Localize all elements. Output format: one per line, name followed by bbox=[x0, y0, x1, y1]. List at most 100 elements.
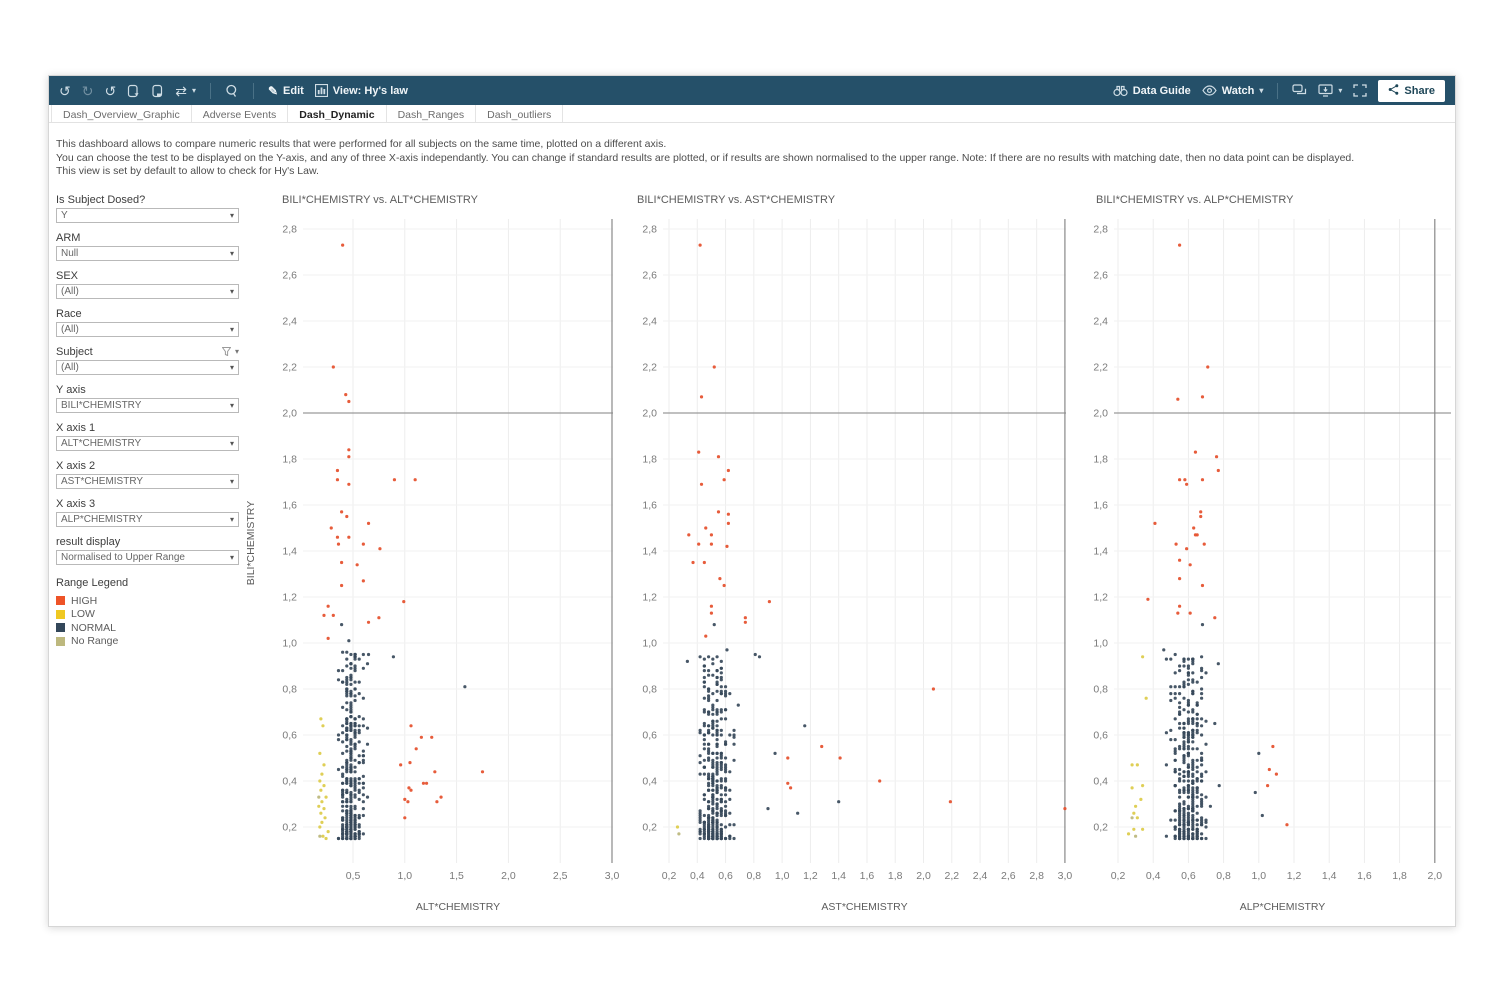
tab-adverse-events[interactable]: Adverse Events bbox=[192, 105, 289, 122]
tab-dash-ranges[interactable]: Dash_Ranges bbox=[387, 105, 477, 122]
filter-label: X axis 2 bbox=[56, 459, 96, 472]
filter-label: ARM bbox=[56, 231, 81, 244]
filter-sidebar: Is Subject Dosed? Y ▾ ARM Null ▾ SEX (All) ▾ Race… bbox=[56, 193, 239, 648]
svg-text:0,4: 0,4 bbox=[690, 870, 705, 882]
svg-text:2,2: 2,2 bbox=[1093, 362, 1108, 374]
dropdown-caret-icon: ▾ bbox=[229, 401, 234, 410]
toolbar: ↺ ↻ ↺ ⇄ ▾ ✎ Edit bbox=[49, 76, 1455, 105]
svg-text:0,8: 0,8 bbox=[1216, 870, 1231, 882]
filter-dropdown-result-display[interactable]: Normalised to Upper Range ▾ bbox=[56, 550, 239, 565]
filter-value: (All) bbox=[61, 362, 79, 373]
explore-icon[interactable] bbox=[225, 84, 239, 98]
dropdown-caret-icon: ▾ bbox=[229, 325, 234, 334]
filter-label: Subject bbox=[56, 345, 93, 358]
svg-text:1,6: 1,6 bbox=[1093, 500, 1108, 512]
filter-group: X axis 1 ALT*CHEMISTRY ▾ bbox=[56, 421, 239, 451]
data-guide-button[interactable]: Data Guide bbox=[1113, 84, 1191, 97]
edit-button[interactable]: ✎ Edit bbox=[268, 84, 304, 98]
svg-text:1,4: 1,4 bbox=[1093, 546, 1108, 558]
svg-text:2,8: 2,8 bbox=[1093, 224, 1108, 236]
description-line: You can choose the test to be displayed … bbox=[56, 151, 1355, 164]
svg-text:1,6: 1,6 bbox=[282, 500, 297, 512]
svg-text:0,5: 0,5 bbox=[346, 870, 361, 882]
filter-dropdown-sex[interactable]: (All) ▾ bbox=[56, 284, 239, 299]
tab-dash-outliers[interactable]: Dash_outliers bbox=[476, 105, 564, 122]
legend-item-high[interactable]: HIGH bbox=[56, 594, 239, 608]
refresh-data-icon[interactable] bbox=[151, 84, 164, 98]
svg-text:1,2: 1,2 bbox=[642, 592, 657, 604]
svg-text:1,6: 1,6 bbox=[1357, 870, 1372, 882]
svg-text:0,4: 0,4 bbox=[642, 776, 657, 788]
filter-group: Is Subject Dosed? Y ▾ bbox=[56, 193, 239, 223]
svg-text:1,4: 1,4 bbox=[831, 870, 846, 882]
toolbar-divider bbox=[1277, 82, 1279, 99]
watch-button[interactable]: Watch ▾ bbox=[1202, 85, 1263, 97]
tab-dash-overview-graphic[interactable]: Dash_Overview_Graphic bbox=[51, 105, 192, 122]
revert-data-icon[interactable] bbox=[127, 84, 140, 98]
svg-text:2,4: 2,4 bbox=[282, 316, 297, 328]
dropdown-caret-icon: ▾ bbox=[229, 515, 234, 524]
svg-text:1,6: 1,6 bbox=[642, 500, 657, 512]
replay-icon[interactable]: ↺ bbox=[104, 82, 117, 99]
download-icon[interactable] bbox=[1318, 84, 1334, 97]
view-button[interactable]: View: Hy's law bbox=[314, 84, 408, 97]
svg-text:1,2: 1,2 bbox=[803, 870, 818, 882]
legend-swatch bbox=[56, 636, 65, 646]
filter-dropdown-y-axis[interactable]: BILI*CHEMISTRY ▾ bbox=[56, 398, 239, 413]
svg-text:2,8: 2,8 bbox=[642, 224, 657, 236]
filter-value: Y bbox=[61, 210, 68, 221]
auto-update-caret-icon[interactable]: ▾ bbox=[191, 86, 196, 95]
filter-dropdown-is-subject-dosed-[interactable]: Y ▾ bbox=[56, 208, 239, 223]
eye-icon bbox=[1202, 85, 1217, 96]
funnel-icon[interactable] bbox=[221, 347, 231, 356]
svg-text:0,2: 0,2 bbox=[642, 822, 657, 834]
filter-menu-caret-icon[interactable]: ▾ bbox=[234, 347, 239, 356]
filter-dropdown-x-axis-2[interactable]: AST*CHEMISTRY ▾ bbox=[56, 474, 239, 489]
filter-label: X axis 3 bbox=[56, 497, 96, 510]
svg-text:0,6: 0,6 bbox=[1181, 870, 1196, 882]
tab-dash-dynamic[interactable]: Dash_Dynamic bbox=[288, 105, 387, 122]
legend-swatch bbox=[56, 596, 65, 606]
svg-text:0,8: 0,8 bbox=[1093, 684, 1108, 696]
svg-text:1,8: 1,8 bbox=[282, 454, 297, 466]
dropdown-caret-icon: ▾ bbox=[229, 211, 234, 220]
comments-icon[interactable] bbox=[1292, 84, 1307, 97]
filter-dropdown-race[interactable]: (All) ▾ bbox=[56, 322, 239, 337]
legend-item-no-range[interactable]: No Range bbox=[56, 635, 239, 649]
chart-title: BILI*CHEMISTRY vs. ALP*CHEMISTRY bbox=[1096, 194, 1294, 206]
fullscreen-icon[interactable] bbox=[1353, 84, 1368, 97]
svg-text:2,0: 2,0 bbox=[916, 870, 931, 882]
edit-pencil-icon: ✎ bbox=[267, 83, 279, 98]
filter-dropdown-x-axis-1[interactable]: ALT*CHEMISTRY ▾ bbox=[56, 436, 239, 451]
svg-text:2,5: 2,5 bbox=[553, 870, 568, 882]
share-button[interactable]: Share bbox=[1378, 79, 1445, 102]
data-guide-label: Data Guide bbox=[1132, 84, 1191, 97]
legend-item-normal[interactable]: NORMAL bbox=[56, 621, 239, 635]
svg-text:2,0: 2,0 bbox=[1093, 408, 1108, 420]
svg-text:1,2: 1,2 bbox=[282, 592, 297, 604]
legend-label: No Range bbox=[71, 635, 119, 648]
filter-label: Race bbox=[56, 307, 82, 320]
undo-icon[interactable]: ↺ bbox=[59, 82, 71, 99]
filter-value: AST*CHEMISTRY bbox=[61, 476, 144, 487]
auto-update-icon[interactable]: ⇄ bbox=[175, 82, 187, 99]
svg-text:2,8: 2,8 bbox=[282, 224, 297, 236]
filter-dropdown-arm[interactable]: Null ▾ bbox=[56, 246, 239, 261]
filter-label: Is Subject Dosed? bbox=[56, 193, 146, 206]
scatter-charts: 0,2 0,4 0,6 0,8 1,0 1,2 1,4 1,6 1,8 2,0 2,2 2,4 2,6 2… bbox=[245, 194, 1451, 913]
filter-dropdown-x-axis-3[interactable]: ALP*CHEMISTRY ▾ bbox=[56, 512, 239, 527]
filter-dropdown-subject[interactable]: (All) ▾ bbox=[56, 360, 239, 375]
dashboard-description: This dashboard allows to compare numeric… bbox=[56, 138, 1416, 179]
dropdown-caret-icon: ▾ bbox=[229, 439, 234, 448]
svg-text:0,8: 0,8 bbox=[642, 684, 657, 696]
view-label: View: Hy's law bbox=[332, 84, 408, 97]
svg-text:1,6: 1,6 bbox=[860, 870, 875, 882]
download-caret-icon[interactable]: ▾ bbox=[1338, 86, 1343, 95]
svg-text:0,2: 0,2 bbox=[1093, 822, 1108, 834]
redo-icon[interactable]: ↻ bbox=[81, 82, 94, 99]
filter-group: X axis 3 ALP*CHEMISTRY ▾ bbox=[56, 497, 239, 527]
filter-group: SEX (All) ▾ bbox=[56, 269, 239, 299]
legend-item-low[interactable]: LOW bbox=[56, 608, 239, 622]
svg-text:1,0: 1,0 bbox=[282, 638, 297, 650]
filter-group: Race (All) ▾ bbox=[56, 307, 239, 337]
